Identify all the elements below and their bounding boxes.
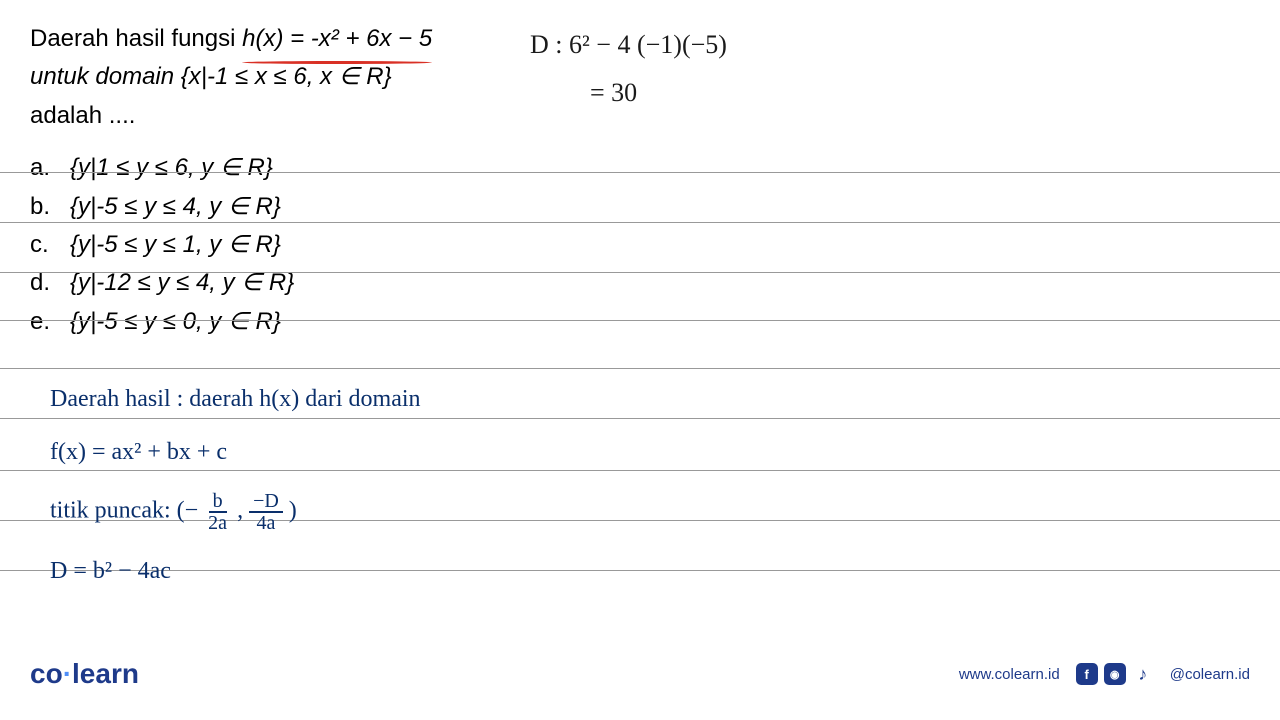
- logo-learn: learn: [72, 658, 139, 689]
- logo-co: co: [30, 658, 63, 689]
- fraction-1: b 2a: [204, 491, 231, 533]
- function-expression: h(x) = -x² + 6x − 5: [242, 20, 432, 58]
- footer: co·learn www.colearn.id f ◉ ♪ @colearn.i…: [30, 658, 1250, 690]
- note-line-1: Daerah hasil : daerah h(x) dari domain: [50, 385, 421, 414]
- handwriting-notes: Daerah hasil : daerah h(x) dari domain f…: [50, 385, 421, 609]
- note-line-4: D = b² − 4ac: [50, 557, 421, 586]
- logo-dot: ·: [63, 658, 72, 689]
- handwriting-top: D : 6² − 4 (−1)(−5) = 30: [530, 30, 727, 112]
- footer-handle: @colearn.id: [1170, 666, 1250, 683]
- ruled-line: [0, 172, 1280, 173]
- facebook-icon: f: [1076, 663, 1098, 685]
- note-line-3: titik puncak: (− b 2a , −D 4a ): [50, 491, 421, 533]
- ruled-line: [0, 320, 1280, 321]
- ruled-line: [0, 222, 1280, 223]
- logo: co·learn: [30, 658, 139, 690]
- footer-right: www.colearn.id f ◉ ♪ @colearn.id: [959, 663, 1250, 685]
- tiktok-icon: ♪: [1132, 663, 1154, 685]
- handwriting-line-2: = 30: [530, 78, 727, 108]
- fraction-2: −D 4a: [249, 491, 283, 533]
- social-icons: f ◉ ♪: [1076, 663, 1154, 685]
- footer-url: www.colearn.id: [959, 666, 1060, 683]
- ruled-line: [0, 272, 1280, 273]
- handwriting-line-1: D : 6² − 4 (−1)(−5): [530, 30, 727, 60]
- note-line-2: f(x) = ax² + bx + c: [50, 438, 421, 467]
- instagram-icon: ◉: [1104, 663, 1126, 685]
- ruled-line: [0, 368, 1280, 369]
- question-text-pre: Daerah hasil fungsi: [30, 25, 242, 52]
